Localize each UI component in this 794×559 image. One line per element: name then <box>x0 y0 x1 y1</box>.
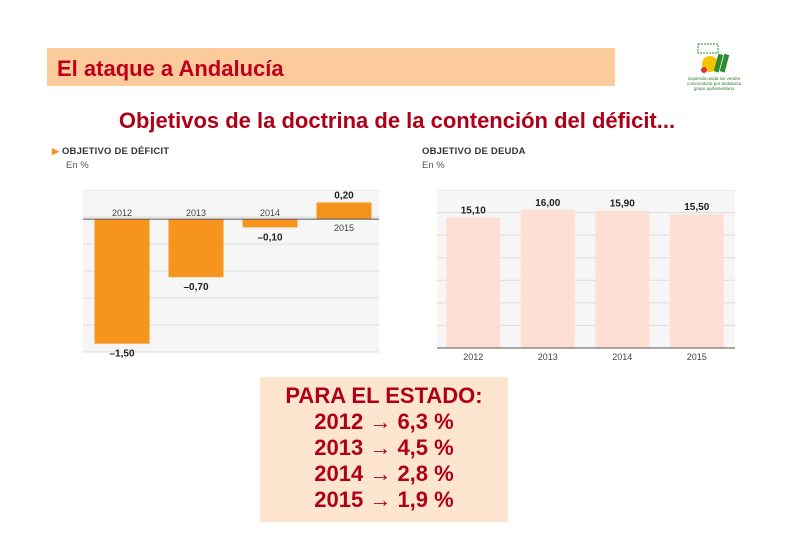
debt-value-label: 16,00 <box>535 198 560 209</box>
arrow-marker-icon: ▶ <box>52 146 60 156</box>
debt-bar <box>446 217 501 348</box>
deficit-bar <box>316 202 372 220</box>
organization-logo: izquierda unida los verdes convocatoria … <box>676 42 752 92</box>
debt-chart-header: OBJETIVO DE DEUDA En % <box>422 146 526 171</box>
debt-value-label: 15,10 <box>461 206 486 217</box>
deficit-value-label: 0,20 <box>334 190 354 201</box>
debt-chart-unit: En % <box>422 160 445 171</box>
deficit-chart: 2012 –1,50 2013 –0,70 2014 –0,10 2015 0,20 <box>83 190 379 360</box>
slide-subtitle: Objetivos de la doctrina de la contenció… <box>118 108 676 133</box>
title-banner: El ataque a Andalucía <box>47 48 615 86</box>
deficit-chart-header: ▶ OBJETIVO DE DÉFICIT En % <box>52 146 169 171</box>
debt-chart: 15,10 2012 16,00 2013 15,90 2014 15,50 2015 <box>437 190 735 362</box>
summary-line: 2013 → 4,5 % <box>314 435 454 460</box>
deficit-category-label: 2012 <box>112 208 132 218</box>
deficit-value-label: –0,10 <box>257 232 282 243</box>
debt-category-label: 2013 <box>538 352 558 362</box>
deficit-bar <box>168 219 224 278</box>
debt-category-label: 2014 <box>612 352 632 362</box>
summary-line: 2014 → 2,8 % <box>314 461 454 486</box>
debt-bar <box>595 210 650 348</box>
logo-text-line: izquierda unida los verdes <box>687 76 741 81</box>
logo-text-line: convocatoria por andalucía <box>686 81 742 86</box>
summary-heading: PARA EL ESTADO: <box>285 383 483 408</box>
debt-category-label: 2015 <box>687 352 707 362</box>
deficit-chart-unit: En % <box>66 160 89 171</box>
deficit-category-label: 2013 <box>186 208 206 218</box>
deficit-value-label: –0,70 <box>183 282 208 293</box>
debt-category-label: 2012 <box>463 352 483 362</box>
deficit-category-label: 2015 <box>334 223 354 233</box>
logo-caption: izquierda unida los verdes convocatoria … <box>676 76 752 91</box>
deficit-bar <box>242 219 298 228</box>
state-targets-box: PARA EL ESTADO: 2012 → 6,3 % 2013 → 4,5 … <box>260 377 508 522</box>
summary-line: 2015 → 1,9 % <box>314 487 454 512</box>
deficit-value-label: –1,50 <box>109 349 134 360</box>
debt-bar <box>669 214 724 348</box>
debt-chart-title: OBJETIVO DE DEUDA <box>422 146 526 157</box>
summary-line: 2012 → 6,3 % <box>314 409 454 434</box>
logo-icon <box>697 43 730 73</box>
deficit-chart-title: OBJETIVO DE DÉFICIT <box>61 146 170 157</box>
debt-bar <box>520 209 575 348</box>
logo-text-line: grupo parlamentario <box>693 86 735 91</box>
debt-value-label: 15,90 <box>610 199 635 210</box>
deficit-bar <box>94 219 150 344</box>
page-title: El ataque a Andalucía <box>57 56 284 81</box>
debt-value-label: 15,50 <box>684 202 709 213</box>
deficit-category-label: 2014 <box>260 208 280 218</box>
